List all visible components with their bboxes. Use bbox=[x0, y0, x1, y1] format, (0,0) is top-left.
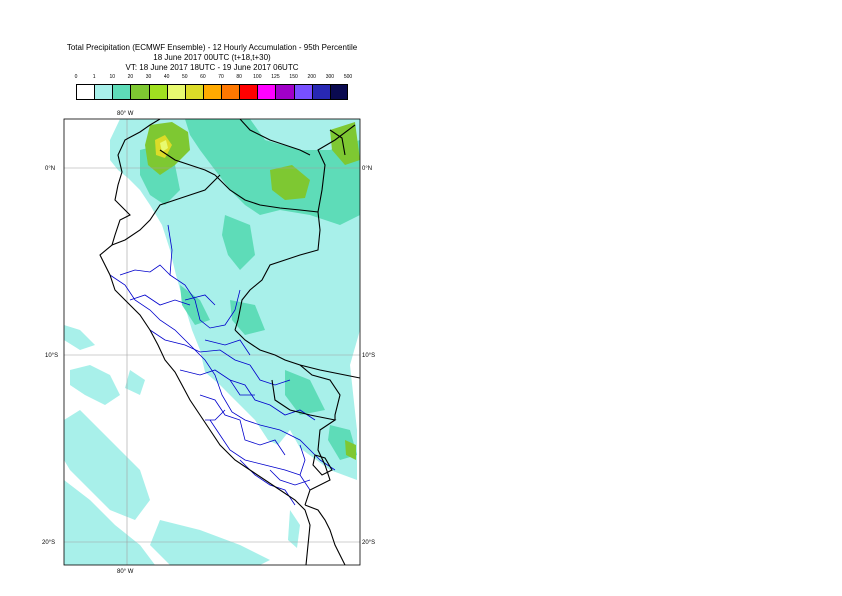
legend-tick-label: 20 bbox=[127, 74, 134, 80]
legend-swatch bbox=[293, 84, 313, 100]
run-time-label: 18 June 2017 00UTC (t+18,t+30) bbox=[153, 53, 271, 62]
legend-tick-label: 70 bbox=[218, 74, 224, 80]
legend-tick-label: 300 bbox=[325, 74, 335, 80]
legend-tick-label: 30 bbox=[145, 74, 152, 80]
legend-tick-label: 1 bbox=[92, 74, 96, 80]
legend-tick-label: 125 bbox=[271, 74, 280, 80]
legend-swatch bbox=[94, 84, 113, 100]
lat-label-20s: 20°S bbox=[42, 540, 55, 546]
legend-tick-label: 150 bbox=[289, 74, 298, 80]
legend-swatch bbox=[202, 84, 222, 100]
legend-swatch bbox=[311, 84, 331, 100]
legend-tick-label: 200 bbox=[307, 74, 316, 80]
lat-label-0-right: 0°N bbox=[362, 166, 372, 172]
precip-area-1-10-ocean bbox=[64, 410, 150, 520]
legend-tick-label: 40 bbox=[163, 74, 170, 80]
legend-swatch bbox=[130, 84, 150, 100]
map-frame bbox=[63, 118, 361, 566]
valid-time-label: VT: 18 June 2017 18UTC - 19 June 2017 06… bbox=[125, 63, 299, 72]
legend-tick-label: 10 bbox=[109, 74, 116, 80]
lon-label-bottom: 80° W bbox=[117, 569, 134, 575]
legend-tick-label: 60 bbox=[200, 74, 206, 80]
lat-label-10s-right: 10°S bbox=[362, 353, 375, 359]
color-legend: 0 1 10 20 30 40 50 60 70 80 100 125 150 200 300 500 bbox=[74, 74, 352, 104]
map-title: Total Precipitation (ECMWF Ensemble) - 1… bbox=[66, 43, 358, 52]
legend-swatch bbox=[148, 84, 168, 100]
legend-swatch bbox=[112, 84, 131, 100]
legend-swatch bbox=[257, 84, 276, 100]
legend-swatch bbox=[221, 84, 240, 100]
legend-swatch bbox=[239, 84, 258, 100]
national-boundaries bbox=[99, 119, 360, 565]
legend-swatch bbox=[76, 84, 95, 100]
legend-swatch bbox=[275, 84, 295, 100]
legend-tick-label: 500 bbox=[343, 74, 353, 80]
legend-tick-label: 100 bbox=[253, 74, 262, 80]
lat-label-20s-right: 20°S bbox=[362, 540, 375, 546]
coastline bbox=[99, 119, 311, 565]
legend-tick-label: 50 bbox=[182, 74, 188, 80]
legend-tick-label: 80 bbox=[236, 74, 242, 80]
lat-label-10s: 10°S bbox=[45, 353, 58, 359]
graticule bbox=[64, 119, 360, 565]
legend-swatch bbox=[329, 84, 348, 100]
legend-tick-label: 0 bbox=[74, 74, 78, 80]
lat-label-0: 0°N bbox=[45, 166, 55, 172]
lon-label-top: 80° W bbox=[117, 111, 134, 117]
legend-swatch bbox=[184, 84, 204, 100]
legend-swatch bbox=[166, 84, 186, 100]
